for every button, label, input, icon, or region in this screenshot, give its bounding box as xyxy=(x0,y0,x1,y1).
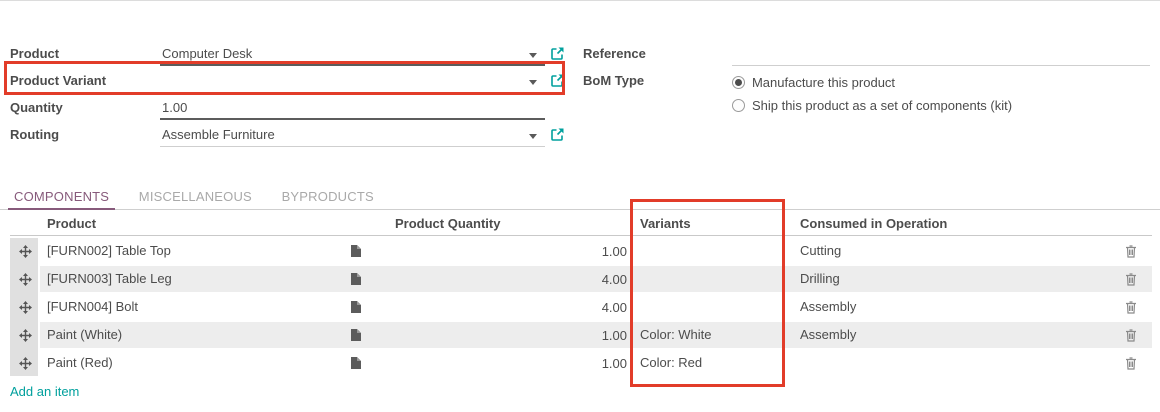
drag-handle-icon[interactable] xyxy=(10,238,40,264)
header-product: Product xyxy=(47,216,97,231)
notebook-tabbar: COMPONENTS MISCELLANEOUS BYPRODUCTS xyxy=(0,186,1160,210)
bom-type-option-kit[interactable]: Ship this product as a set of components… xyxy=(731,94,1150,117)
quantity-input[interactable]: 1.00 xyxy=(160,98,545,120)
bom-type-label: BoM Type xyxy=(583,73,645,88)
cell-quantity[interactable]: 1.00 xyxy=(342,322,635,348)
table-row: [FURN002] Table Top 1.00 Cutting xyxy=(10,238,1152,264)
header-consumed-in-operation: Consumed in Operation xyxy=(800,216,948,231)
cell-operation[interactable]: Cutting xyxy=(800,243,842,258)
drag-handle-icon[interactable] xyxy=(10,350,40,376)
delete-row-trash-icon[interactable] xyxy=(1110,322,1152,348)
file-icon xyxy=(350,244,362,258)
row-body: Paint (White) 1.00 Color: White Assembly xyxy=(40,322,1152,348)
row-body: [FURN004] Bolt 4.00 Assembly xyxy=(40,294,1152,320)
delete-row-trash-icon[interactable] xyxy=(1110,350,1152,376)
product-dropdown-caret-icon[interactable] xyxy=(529,53,537,58)
components-table: Product Product Quantity Variants Consum… xyxy=(10,210,1152,378)
field-row-product: Product Computer Desk xyxy=(10,44,565,71)
table-row: [FURN004] Bolt 4.00 Assembly xyxy=(10,294,1152,320)
cell-quantity[interactable]: 4.00 xyxy=(342,294,635,320)
cell-product[interactable]: Paint (White) xyxy=(47,327,123,342)
radio-selected-icon[interactable] xyxy=(731,76,745,89)
table-row: [FURN003] Table Leg 4.00 Drilling xyxy=(10,266,1152,292)
field-row-quantity: Quantity 1.00 xyxy=(10,98,565,125)
quantity-label: Quantity xyxy=(10,100,63,115)
file-icon xyxy=(350,328,362,342)
radio-unselected-icon[interactable] xyxy=(731,99,745,112)
file-icon xyxy=(350,300,362,314)
product-input[interactable]: Computer Desk xyxy=(160,44,545,66)
cell-variants[interactable]: Color: Red xyxy=(640,355,703,370)
routing-external-link-icon[interactable] xyxy=(551,128,564,141)
row-body: [FURN002] Table Top 1.00 Cutting xyxy=(40,238,1152,264)
header-product-quantity: Product Quantity xyxy=(395,216,501,231)
file-icon xyxy=(350,356,362,370)
delete-row-trash-icon[interactable] xyxy=(1110,238,1152,264)
header-variants: Variants xyxy=(640,216,691,231)
bom-type-option-kit-label: Ship this product as a set of components… xyxy=(751,98,1013,113)
header-delete-spacer xyxy=(1110,210,1152,235)
form-right-column: Reference BoM Type Manufacture this prod… xyxy=(583,44,1150,117)
cell-quantity[interactable]: 1.00 xyxy=(342,238,635,264)
cell-quantity-value: 1.00 xyxy=(601,243,627,259)
cell-operation[interactable] xyxy=(792,350,1110,376)
cell-operation[interactable]: Drilling xyxy=(800,271,840,286)
product-variant-label: Product Variant xyxy=(10,73,107,88)
drag-handle-icon[interactable] xyxy=(10,294,40,320)
cell-operation[interactable]: Assembly xyxy=(800,327,857,342)
cell-quantity[interactable]: 4.00 xyxy=(342,266,635,292)
table-row: Paint (Red) 1.00 Color: Red xyxy=(10,350,1152,376)
components-table-header: Product Product Quantity Variants Consum… xyxy=(10,210,1152,236)
cell-quantity-value: 4.00 xyxy=(601,271,627,287)
field-row-reference: Reference xyxy=(583,44,1150,71)
field-row-bom-type: BoM Type Manufacture this product Ship t… xyxy=(583,71,1150,117)
top-divider xyxy=(0,0,1160,1)
cell-variants[interactable]: Color: White xyxy=(640,327,712,342)
cell-quantity[interactable]: 1.00 xyxy=(342,350,635,376)
routing-label: Routing xyxy=(10,127,60,142)
components-table-body: [FURN002] Table Top 1.00 Cutting [FURN00… xyxy=(10,238,1152,376)
cell-product[interactable]: [FURN002] Table Top xyxy=(47,243,171,258)
cell-product[interactable]: [FURN003] Table Leg xyxy=(47,271,172,286)
delete-row-trash-icon[interactable] xyxy=(1110,266,1152,292)
routing-dropdown-caret-icon[interactable] xyxy=(529,134,537,139)
cell-operation[interactable]: Assembly xyxy=(800,299,857,314)
annotation-box-variants-column xyxy=(630,199,785,387)
file-icon xyxy=(350,272,362,286)
bom-type-option-manufacture[interactable]: Manufacture this product xyxy=(731,71,1150,94)
delete-row-trash-icon[interactable] xyxy=(1110,294,1152,320)
cell-quantity-value: 1.00 xyxy=(601,355,627,371)
tab-byproducts[interactable]: BYPRODUCTS xyxy=(281,189,374,204)
cell-quantity-value: 4.00 xyxy=(601,299,627,315)
reference-input[interactable] xyxy=(731,44,1150,66)
routing-input[interactable]: Assemble Furniture xyxy=(160,125,545,147)
header-handle-spacer xyxy=(10,210,40,235)
product-variant-dropdown-caret-icon[interactable] xyxy=(529,80,537,85)
cell-product[interactable]: Paint (Red) xyxy=(47,355,113,370)
bom-type-radio-group: Manufacture this product Ship this produ… xyxy=(731,71,1150,117)
tab-components[interactable]: COMPONENTS xyxy=(8,186,116,210)
tab-miscellaneous[interactable]: MISCELLANEOUS xyxy=(138,189,252,204)
drag-handle-icon[interactable] xyxy=(10,322,40,348)
table-row: Paint (White) 1.00 Color: White Assembly xyxy=(10,322,1152,348)
annotation-box-product-variant xyxy=(4,61,565,95)
row-body: Paint (Red) 1.00 Color: Red xyxy=(40,350,1152,376)
drag-handle-icon[interactable] xyxy=(10,266,40,292)
product-external-link-icon[interactable] xyxy=(551,47,564,60)
cell-product[interactable]: [FURN004] Bolt xyxy=(47,299,139,314)
reference-label: Reference xyxy=(583,46,646,61)
row-body: [FURN003] Table Leg 4.00 Drilling xyxy=(40,266,1152,292)
field-row-routing: Routing Assemble Furniture xyxy=(10,125,565,152)
bom-type-option-manufacture-label: Manufacture this product xyxy=(751,75,896,90)
add-an-item-link[interactable]: Add an item xyxy=(10,384,80,399)
cell-quantity-value: 1.00 xyxy=(601,327,627,343)
product-label: Product xyxy=(10,46,60,61)
